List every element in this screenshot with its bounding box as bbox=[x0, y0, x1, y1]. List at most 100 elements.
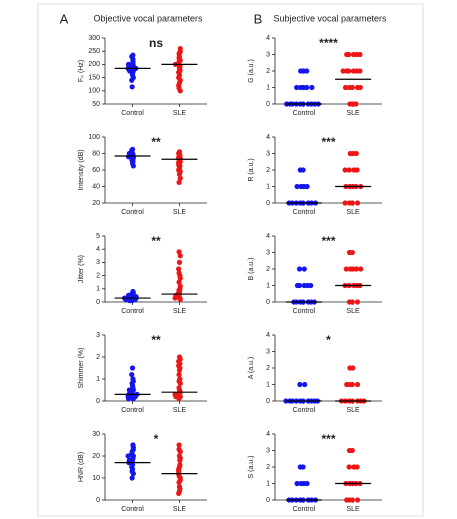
data-point bbox=[176, 149, 183, 155]
data-point bbox=[346, 84, 353, 91]
y-tick-label: 2 bbox=[96, 272, 100, 279]
data-point bbox=[130, 290, 136, 296]
x-tick-label: Control bbox=[293, 407, 316, 414]
annotation: ** bbox=[151, 234, 161, 248]
data-point bbox=[301, 266, 307, 272]
y-tick-label: 5 bbox=[96, 233, 100, 240]
data-point bbox=[126, 150, 132, 157]
annotation: * bbox=[154, 432, 159, 446]
data-point bbox=[125, 292, 132, 298]
data-point bbox=[176, 85, 182, 91]
data-point bbox=[176, 270, 182, 276]
data-point bbox=[176, 372, 182, 378]
data-point bbox=[347, 266, 353, 272]
data-point bbox=[342, 167, 348, 173]
data-point bbox=[294, 84, 300, 91]
data-point bbox=[294, 282, 301, 289]
data-point bbox=[177, 169, 183, 175]
frame bbox=[37, 3, 424, 517]
y-tick-label: 0 bbox=[266, 101, 270, 108]
data-point bbox=[353, 266, 359, 272]
data-point bbox=[344, 51, 350, 58]
data-point bbox=[177, 77, 183, 83]
y-tick-label: 3 bbox=[266, 150, 270, 157]
data-point bbox=[176, 72, 183, 78]
data-point bbox=[177, 296, 183, 302]
y-axis-label: R (a.u.) bbox=[248, 158, 255, 181]
data-point bbox=[357, 51, 363, 58]
y-tick-label: 0 bbox=[266, 497, 270, 504]
y-tick-label: 60 bbox=[92, 167, 100, 174]
data-point bbox=[172, 295, 178, 301]
data-point bbox=[308, 282, 314, 289]
annotation: *** bbox=[321, 432, 335, 446]
data-point bbox=[129, 372, 135, 378]
y-tick-label: 4 bbox=[266, 332, 270, 339]
x-tick-label: SLE bbox=[173, 209, 187, 216]
data-point bbox=[127, 298, 133, 304]
data-point bbox=[176, 367, 183, 373]
data-point bbox=[176, 385, 182, 391]
data-point bbox=[130, 444, 136, 450]
data-point bbox=[129, 468, 135, 474]
data-point bbox=[353, 150, 359, 157]
y-tick-label: 3 bbox=[266, 348, 270, 355]
x-tick-label: Control bbox=[293, 308, 316, 315]
data-point bbox=[298, 183, 304, 190]
data-point bbox=[176, 378, 182, 384]
y-tick-label: 1 bbox=[96, 286, 100, 293]
data-point bbox=[176, 266, 182, 272]
y-tick-label: 4 bbox=[96, 246, 100, 253]
data-point bbox=[354, 299, 361, 305]
data-point bbox=[125, 396, 132, 402]
data-point bbox=[346, 249, 353, 256]
data-point bbox=[176, 488, 183, 494]
data-point bbox=[346, 200, 353, 206]
y-tick-label: 100 bbox=[88, 88, 100, 95]
data-point bbox=[176, 162, 182, 168]
x-tick-label: SLE bbox=[346, 407, 360, 414]
data-point bbox=[176, 446, 182, 452]
x-tick-label: SLE bbox=[173, 407, 187, 414]
y-tick-label: 1 bbox=[266, 183, 270, 190]
x-tick-label: Control bbox=[121, 110, 144, 117]
data-point bbox=[342, 200, 348, 206]
y-axis-label: S (a.u.) bbox=[248, 456, 255, 479]
data-point bbox=[176, 473, 182, 479]
y-tick-label: 250 bbox=[88, 48, 100, 55]
data-point bbox=[346, 299, 353, 305]
x-tick-label: SLE bbox=[346, 308, 360, 315]
data-point bbox=[298, 68, 304, 74]
x-tick-label: Control bbox=[121, 506, 144, 513]
data-point bbox=[130, 378, 136, 384]
y-tick-label: 1 bbox=[266, 84, 270, 91]
y-axis-label: B (a.u.) bbox=[248, 258, 255, 281]
y-tick-label: 2 bbox=[266, 464, 270, 471]
data-point bbox=[177, 68, 183, 74]
data-point bbox=[130, 52, 136, 58]
data-point bbox=[176, 259, 183, 265]
y-tick-label: 3 bbox=[96, 332, 100, 339]
y-tick-label: 100 bbox=[88, 134, 100, 141]
data-point bbox=[177, 361, 183, 367]
y-tick-label: 0 bbox=[96, 299, 100, 306]
x-tick-label: Control bbox=[293, 506, 316, 513]
y-tick-label: 2 bbox=[96, 354, 100, 361]
data-point bbox=[176, 468, 182, 474]
data-point bbox=[354, 497, 361, 503]
data-point bbox=[176, 55, 182, 61]
x-tick-label: Control bbox=[121, 209, 144, 216]
data-point bbox=[357, 84, 363, 91]
panel-title: Objective vocal parameters bbox=[93, 13, 203, 23]
data-point bbox=[346, 167, 352, 173]
data-point bbox=[343, 266, 349, 272]
annotation: *** bbox=[321, 234, 335, 248]
y-tick-label: 0 bbox=[96, 398, 100, 405]
x-tick-label: SLE bbox=[346, 506, 360, 513]
data-point bbox=[177, 275, 183, 281]
y-axis-label: A (a.u.) bbox=[248, 357, 255, 380]
annotation: ** bbox=[151, 333, 161, 347]
data-point bbox=[125, 453, 131, 459]
